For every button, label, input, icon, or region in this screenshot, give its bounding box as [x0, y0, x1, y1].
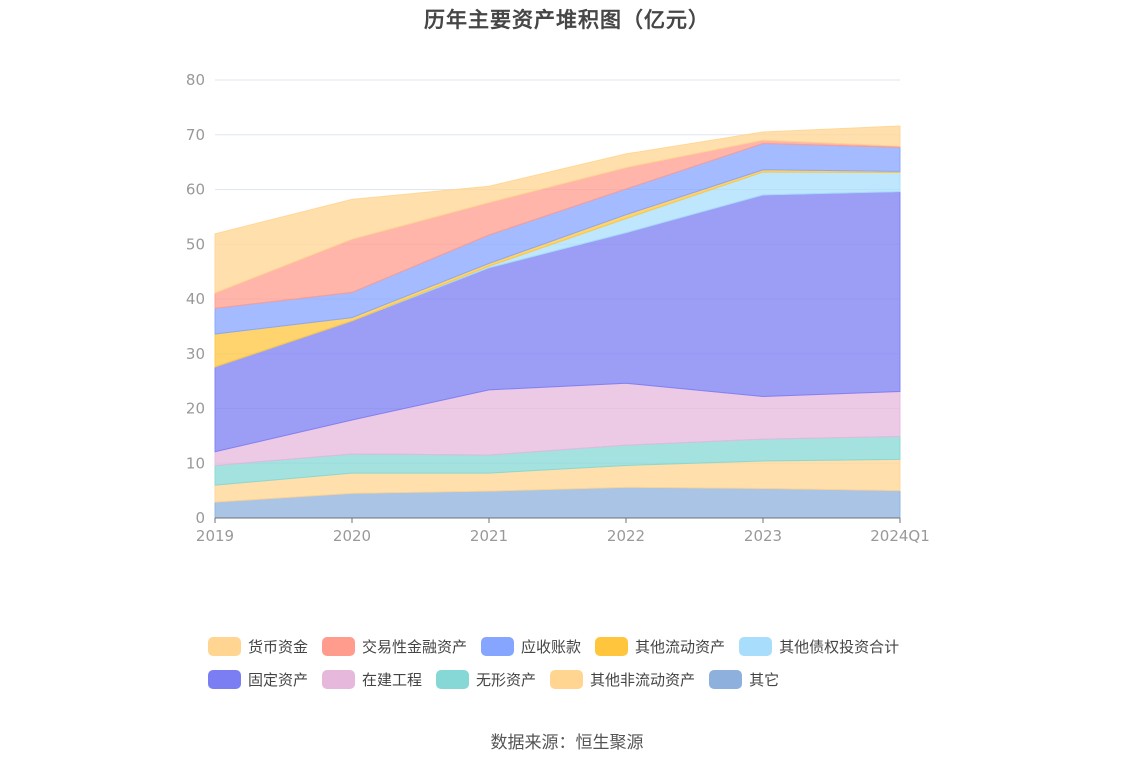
area-series [214, 125, 901, 519]
legend-swatch [436, 670, 470, 689]
source-note: 数据来源：恒生聚源 [490, 733, 644, 753]
legend-swatch [595, 637, 629, 656]
legend-item[interactable]: 应收账款 [481, 636, 581, 657]
legend-item[interactable]: 无形资产 [436, 669, 536, 690]
legend-label: 在建工程 [362, 671, 423, 689]
legend-swatch [322, 637, 356, 656]
x-tick-label: 2023 [744, 527, 782, 545]
x-tick-label: 2021 [470, 527, 508, 545]
legend-swatch [322, 670, 356, 689]
x-tick-label: 2020 [333, 527, 371, 545]
area-series-9[interactable] [214, 125, 901, 294]
legend-label: 其它 [749, 671, 780, 689]
y-tick-label: 60 [186, 181, 205, 199]
legend-swatch [481, 637, 515, 656]
legend-item[interactable]: 货币资金 [208, 636, 308, 657]
y-tick-label: 70 [186, 126, 205, 144]
legend-swatch [709, 670, 743, 689]
legend-label: 固定资产 [248, 671, 309, 689]
y-tick-label: 50 [186, 235, 205, 253]
legend-swatch [739, 637, 773, 656]
legend-item[interactable]: 其他流动资产 [595, 636, 725, 657]
legend-label: 其他债权投资合计 [779, 638, 900, 656]
y-tick-label: 0 [195, 509, 205, 527]
y-tick-label: 30 [186, 345, 205, 363]
y-tick-label: 80 [186, 71, 205, 89]
chart-title: 历年主要资产堆积图（亿元） [424, 8, 710, 32]
y-tick-label: 40 [186, 290, 205, 308]
legend-row: 固定资产 在建工程 无形资产 其他非流动资产 其它 [208, 663, 968, 696]
legend-item[interactable]: 其他非流动资产 [550, 669, 695, 690]
legend-swatch [208, 670, 241, 689]
x-tick-label: 2019 [196, 527, 234, 545]
legend-item[interactable]: 固定资产 [208, 669, 308, 690]
y-tick-label: 10 [186, 454, 205, 472]
legend-item[interactable]: 其他债权投资合计 [739, 636, 899, 657]
legend-row: 货币资金 交易性金融资产 应收账款 其他流动资产 其他债权投资合计 [208, 630, 968, 663]
legend-item[interactable]: 在建工程 [322, 669, 422, 690]
legend: 货币资金 交易性金融资产 应收账款 其他流动资产 其他债权投资合计固定资产 在建工程 无形资… [208, 630, 968, 696]
legend-item[interactable]: 其它 [709, 669, 779, 690]
legend-swatch [550, 670, 584, 689]
legend-label: 货币资金 [248, 638, 309, 656]
legend-label: 交易性金融资产 [362, 638, 468, 656]
legend-label: 无形资产 [476, 671, 537, 689]
y-tick-label: 20 [186, 400, 205, 418]
legend-swatch [208, 637, 241, 656]
x-tick-label: 2024Q1 [870, 527, 930, 545]
legend-label: 应收账款 [521, 638, 582, 656]
legend-label: 其他流动资产 [635, 638, 726, 656]
axes: 0 10 20 30 40 50 60 70 80 2019 2020 2021 2022 2023 202… [186, 71, 930, 545]
x-tick-label: 2022 [607, 527, 645, 545]
legend-label: 其他非流动资产 [590, 671, 696, 689]
legend-item[interactable]: 交易性金融资产 [322, 636, 467, 657]
